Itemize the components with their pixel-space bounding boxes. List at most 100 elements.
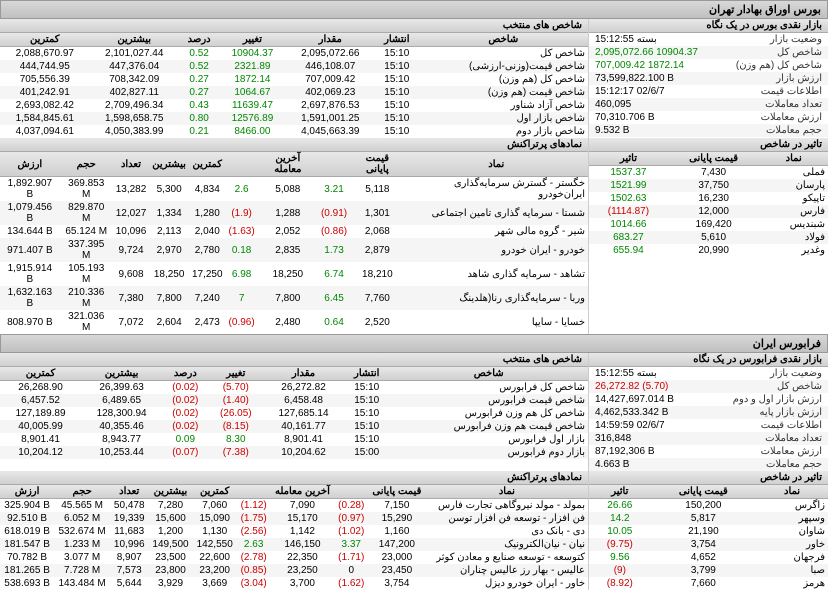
cell: 2,095,072.66 <box>286 47 375 61</box>
glance-value: 4.663 B <box>595 459 629 470</box>
effect-row[interactable]: پارسان37,7501521.99 <box>589 179 828 192</box>
glance-label: اطلاعات قیمت <box>761 420 822 431</box>
trans-row[interactable]: خاور - ایران خودرو دیزل3,754(1.62)3,700(… <box>0 577 588 590</box>
index-row[interactable]: شاخص قیمت فرابورس15:106,458.48(1.40)(0.0… <box>0 394 588 407</box>
col-header: نماد <box>756 485 828 499</box>
trans-row[interactable]: خگستر - گسترش سرمایه‌گذاری ایران‌خودرو5,… <box>0 177 588 202</box>
col-header <box>237 485 271 499</box>
effect-row[interactable]: وسپهر5,81714.2 <box>589 512 828 525</box>
symbol-name: خودرو - ایران خودرو <box>405 238 588 262</box>
effect-row[interactable]: تاپیکو16,2301502.63 <box>589 192 828 205</box>
index-row[interactable]: شاخص کل15:102,095,072.6610904.370.522,10… <box>0 47 588 61</box>
cell: 15:10 <box>375 125 419 138</box>
cell: 8466.00 <box>219 125 285 138</box>
glance-label: ارزش بازار اول و دوم <box>733 394 822 405</box>
col-header: حجم <box>60 152 113 177</box>
price: 5,817 <box>651 512 756 525</box>
cell: 26,399.63 <box>81 381 162 395</box>
indices-header: شاخص های منتخب <box>0 353 588 367</box>
cell: شاخص قیمت(وزنی-ارزشی) <box>419 60 588 73</box>
effect: (9.75) <box>589 538 651 551</box>
glance-label: وضعیت بازار <box>770 368 822 379</box>
cell: 0.80 <box>179 112 219 125</box>
col-header: مقدار <box>286 33 375 47</box>
col-header: قیمت پایانی <box>368 485 426 499</box>
glance-value: 14:59:59 02/6/7 <box>595 420 665 431</box>
cell: 0.21 <box>179 125 219 138</box>
cell: (0.07) <box>162 446 208 459</box>
cell: 8,943.77 <box>81 433 162 446</box>
trans-row[interactable]: وربا - سرمایه‌گذاری رنا(هلدینگ7,7606.457… <box>0 286 588 310</box>
effect-row[interactable]: شاوان21,19010.05 <box>589 525 828 538</box>
effect-row[interactable]: فرجهان4,6529.56 <box>589 551 828 564</box>
glance-row: ارزش بازار73,599,822.100 B <box>589 72 828 85</box>
trans-row[interactable]: فن افزار - توسعه فن افزار توسن15,290(0.9… <box>0 512 588 525</box>
price: 16,230 <box>668 192 760 205</box>
index-row[interactable]: شاخص قیمت هم وزن فرابورس15:1040,161.77(8… <box>0 420 588 433</box>
trans-row[interactable]: نیان - نیان‌الکترونیک147,2003.37146,1502… <box>0 538 588 551</box>
symbol: شاوان <box>756 525 828 538</box>
effect-row[interactable]: زاگرس150,20026.66 <box>589 499 828 513</box>
index-row[interactable]: شاخص کل فرابورس15:1026,272.82(5.70)(0.02… <box>0 381 588 395</box>
effect-row[interactable]: وغدیر20,990655.94 <box>589 244 828 257</box>
effect-row[interactable]: هرمز7,660(8.92) <box>589 577 828 590</box>
index-row[interactable]: شاخص قیمت(وزنی-ارزشی)15:10446,108.072321… <box>0 60 588 73</box>
col-header: ارزش <box>0 485 54 499</box>
index-row[interactable]: شاخص آزاد شناور15:102,697,876.5311639.47… <box>0 99 588 112</box>
col-header: نماد <box>759 152 828 166</box>
trans-row[interactable]: عالیس - بهار رز عالیس چناران23,450023,25… <box>0 564 588 577</box>
symbol-name: شیر - گروه مالی شهر <box>405 225 588 238</box>
cell: 6,489.65 <box>81 394 162 407</box>
cell: 4,050,383.99 <box>90 125 179 138</box>
glance-value: 316,848 <box>595 433 631 444</box>
effect-row[interactable]: شبندیس169,4201014.66 <box>589 218 828 231</box>
symbol: فارس <box>759 205 828 218</box>
trans-row[interactable]: خسایا - سایپا2,5200.642,480(0.96)2,4732,… <box>0 310 588 334</box>
price: 21,190 <box>651 525 756 538</box>
effect-row[interactable]: فارس12,000(1114.87) <box>589 205 828 218</box>
trans-row[interactable]: بمولد - مولد نیروگاهی تجارت فارس7,150(0.… <box>0 499 588 513</box>
index-row[interactable]: شاخص بازار دوم15:104,045,663.398466.000.… <box>0 125 588 138</box>
glance-row: شاخص کل2,095,072.66 10904.37 <box>589 46 828 59</box>
trans-row[interactable]: کتوسعه - توسعه صنایع و معادن کوثر23,000(… <box>0 551 588 564</box>
effect-row[interactable]: خاور3,754(9.75) <box>589 538 828 551</box>
glance-value: 460,095 <box>595 99 631 110</box>
index-row[interactable]: شاخص قیمت (هم وزن)15:10402,069.231064.67… <box>0 86 588 99</box>
trans-row[interactable]: خودرو - ایران خودرو2,8791.732,8350.182,7… <box>0 238 588 262</box>
cell: 8.30 <box>209 433 263 446</box>
effect-row[interactable]: صبا3,799(9) <box>589 564 828 577</box>
cell: 11639.47 <box>219 99 285 112</box>
glance-label: اطلاعات قیمت <box>761 86 822 97</box>
cell: 2,693,082.42 <box>0 99 90 112</box>
cell: شاخص بازار اول <box>419 112 588 125</box>
symbol: زاگرس <box>756 499 828 513</box>
symbol-name: شستا - سرمایه گذاری تامین اجتماعی <box>405 201 588 225</box>
trans-row[interactable]: دی - بانک دی1,160(1.02)1,142(2.56)1,1301… <box>0 525 588 538</box>
effect: 10.05 <box>589 525 651 538</box>
glance-label: تعداد معاملات <box>765 433 822 444</box>
cell: 15:10 <box>344 420 389 433</box>
effect: (1114.87) <box>589 205 668 218</box>
effect-row[interactable]: فولاد5,610683.27 <box>589 231 828 244</box>
index-row[interactable]: شاخص کل هم وزن فرابورس15:10127,685.14(26… <box>0 407 588 420</box>
trans-row[interactable]: تشاهد - سرمایه گذاری شاهد18,2106.7418,25… <box>0 262 588 286</box>
index-row[interactable]: بازار اول فرابورس15:108,901.418.300.098,… <box>0 433 588 446</box>
col-header: مقدار <box>263 367 344 381</box>
col-header: کمترین <box>189 152 226 177</box>
effect: 1521.99 <box>589 179 668 192</box>
cell: 6,458.48 <box>263 394 344 407</box>
index-row[interactable]: شاخص بازار اول15:101,591,001.2512576.890… <box>0 112 588 125</box>
trans-row[interactable]: شیر - گروه مالی شهر2,068(0.86)2,052(1.63… <box>0 225 588 238</box>
glance-row: ارزش معاملات70,310.706 B <box>589 111 828 124</box>
index-row[interactable]: بازار دوم فرابورس15:0010,204.62(7.38)(0.… <box>0 446 588 459</box>
col-header: کمترین <box>0 367 81 381</box>
col-header: آخرین معامله <box>271 485 335 499</box>
index-row[interactable]: شاخص کل (هم وزن)15:10707,009.421872.140.… <box>0 73 588 86</box>
trans-header: نمادهای پرتراکنش <box>0 138 588 152</box>
effect-row[interactable]: فملی7,4301537.37 <box>589 166 828 180</box>
symbol-name: نیان - نیان‌الکترونیک <box>426 538 588 551</box>
trans-row[interactable]: شستا - سرمایه گذاری تامین اجتماعی1,301(0… <box>0 201 588 225</box>
glance-label: وضعیت بازار <box>770 34 822 45</box>
glance-row: اطلاعات قیمت 14:59:59 02/6/7 <box>589 419 828 432</box>
cell: 15:10 <box>344 433 389 446</box>
